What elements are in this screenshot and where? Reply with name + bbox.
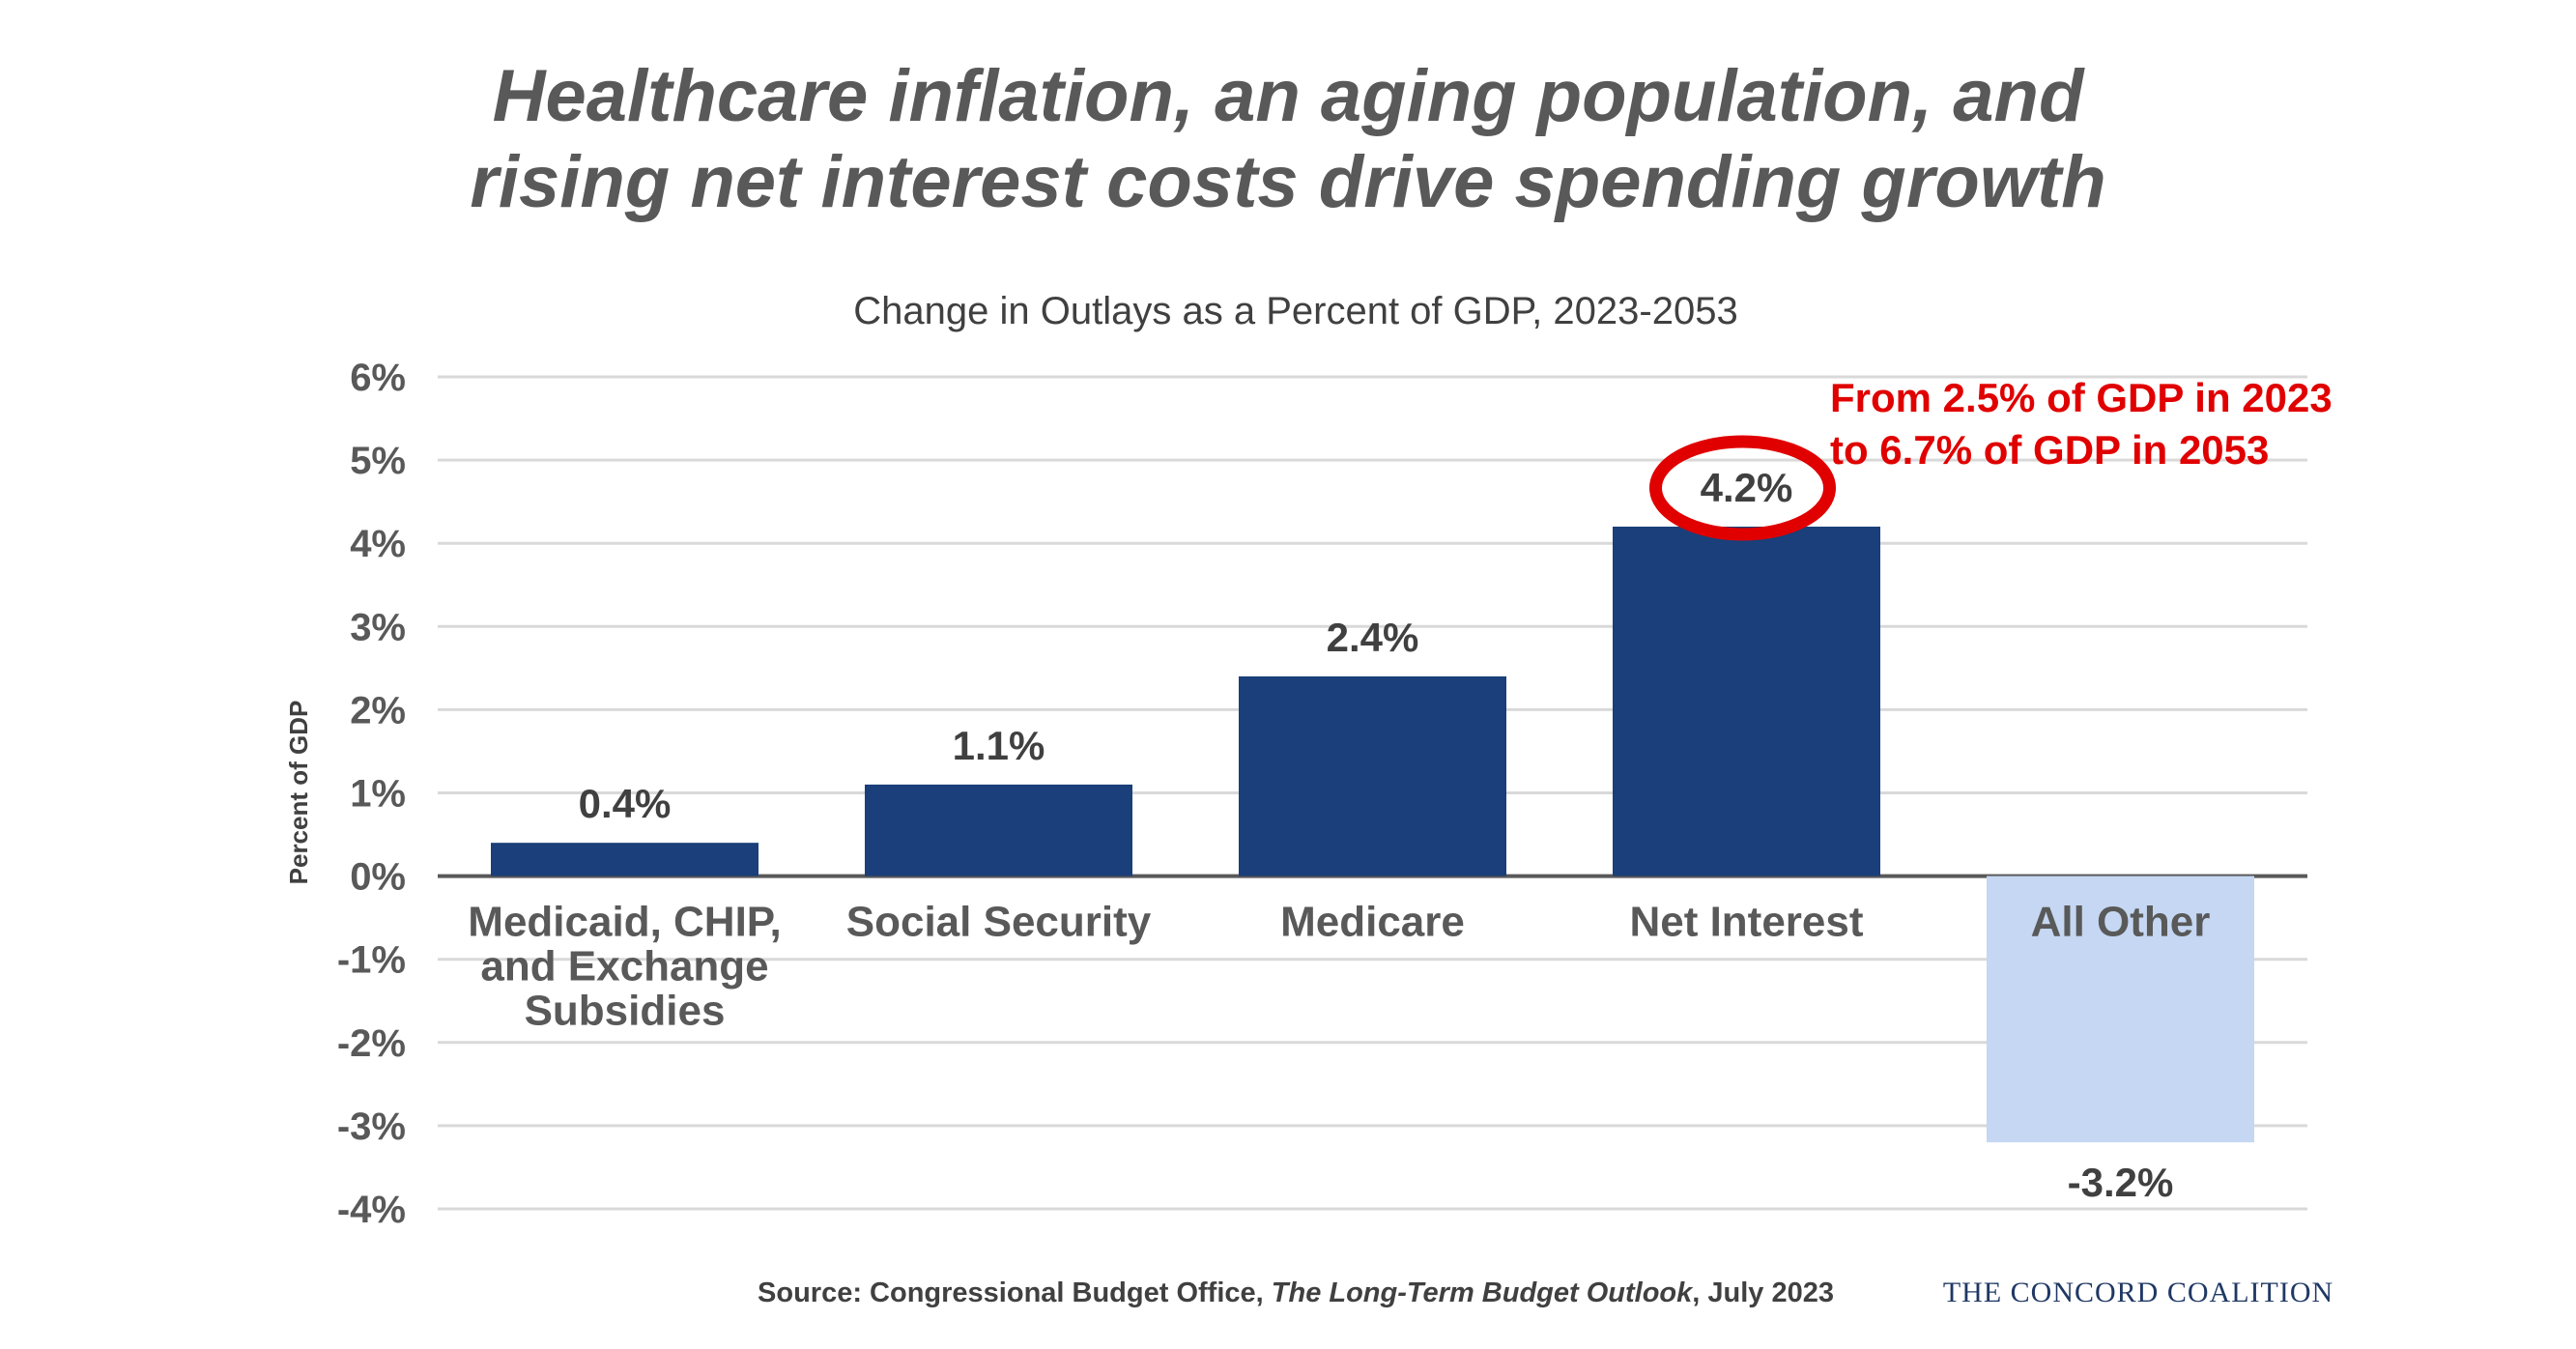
data-label: -3.2%: [2068, 1160, 2174, 1205]
annotation-text: to 6.7% of GDP in 2053: [1830, 427, 2269, 473]
data-label: 2.4%: [1327, 615, 1419, 660]
category-label: All Other: [2031, 899, 2211, 946]
y-tick-label: 6%: [350, 357, 406, 399]
chart-subtitle: Change in Outlays as a Percent of GDP, 2…: [853, 290, 1737, 332]
bar: [865, 784, 1132, 876]
source-note: Source: Congressional Budget Office, The…: [758, 1277, 1834, 1308]
y-tick-label: 5%: [350, 440, 406, 482]
category-label: Medicare: [1280, 899, 1465, 946]
bar: [1613, 526, 1880, 876]
category-label: Net Interest: [1629, 899, 1863, 946]
category-label: Social Security: [846, 899, 1152, 946]
y-axis-label: Percent of GDP: [284, 701, 313, 885]
y-tick-label: 3%: [350, 606, 406, 648]
highlight-circle: [1649, 435, 1836, 541]
bar: [491, 843, 758, 876]
data-label: 0.4%: [579, 781, 672, 826]
y-tick-label: 4%: [350, 523, 406, 565]
y-tick-label: -3%: [337, 1105, 406, 1148]
category-label: and Exchange: [480, 943, 768, 990]
data-label: 1.1%: [953, 723, 1045, 768]
y-tick-label: 0%: [350, 856, 406, 899]
data-label: 4.2%: [1701, 465, 1793, 510]
bar: [1987, 875, 2254, 1143]
y-tick-label: 2%: [350, 689, 406, 732]
y-tick-label: -2%: [337, 1022, 406, 1065]
title-line-2: rising net interest costs drive spending…: [470, 141, 2105, 223]
bar: [1239, 675, 1506, 876]
category-label: Medicaid, CHIP,: [468, 899, 781, 946]
category-label: Subsidies: [525, 988, 726, 1035]
y-tick-label: -1%: [337, 939, 406, 982]
y-tick-label: -4%: [337, 1189, 406, 1231]
title-line-1: Healthcare inflation, an aging populatio…: [493, 55, 2085, 137]
concord-coalition-logo: THE CONCORD COALITION: [1943, 1277, 2333, 1308]
y-tick-label: 1%: [350, 773, 406, 816]
annotation-text: From 2.5% of GDP in 2023: [1830, 375, 2333, 420]
